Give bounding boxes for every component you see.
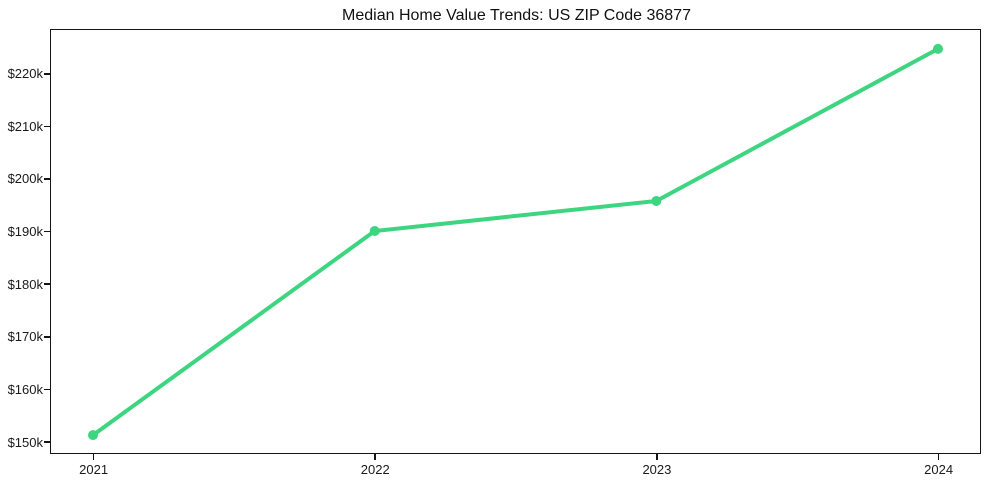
- data-point-2022: [369, 226, 380, 236]
- y-tick-mark: [44, 230, 51, 233]
- y-tick-label: $170k: [7, 329, 43, 345]
- y-tick-label: $160k: [7, 381, 43, 397]
- y-tick-label: $200k: [7, 171, 43, 187]
- y-tick-label: $190k: [7, 224, 43, 240]
- x-tick-mark: [656, 453, 658, 460]
- y-tick-mark: [44, 178, 51, 180]
- y-tick-mark: [44, 72, 51, 75]
- y-tick-label: $150k: [7, 434, 43, 450]
- plot-area: [50, 29, 981, 454]
- y-tick-label: $220k: [7, 66, 43, 82]
- chart-title: Median Home Value Trends: US ZIP Code 36…: [342, 7, 691, 24]
- y-tick-mark: [44, 388, 51, 391]
- data-point-2024: [933, 43, 943, 54]
- y-tick-mark: [44, 441, 51, 443]
- x-tick-label: 2023: [642, 462, 672, 477]
- y-tick-label: $210k: [7, 118, 43, 134]
- y-tick-label: $180k: [7, 276, 43, 292]
- line-series-svg: [88, 43, 943, 441]
- x-tick-mark: [937, 453, 940, 460]
- data-point-2021: [88, 430, 98, 441]
- x-tick-label: 2024: [924, 462, 954, 477]
- y-tick-mark: [44, 125, 51, 128]
- x-tick-mark: [374, 453, 377, 460]
- x-tick-mark: [92, 453, 95, 460]
- trend-line: [91, 46, 940, 438]
- x-tick-label: 2021: [79, 462, 109, 477]
- x-tick-label: 2022: [360, 462, 390, 477]
- y-tick-mark: [44, 283, 51, 285]
- data-point-2023: [651, 196, 662, 206]
- y-tick-mark: [44, 336, 51, 338]
